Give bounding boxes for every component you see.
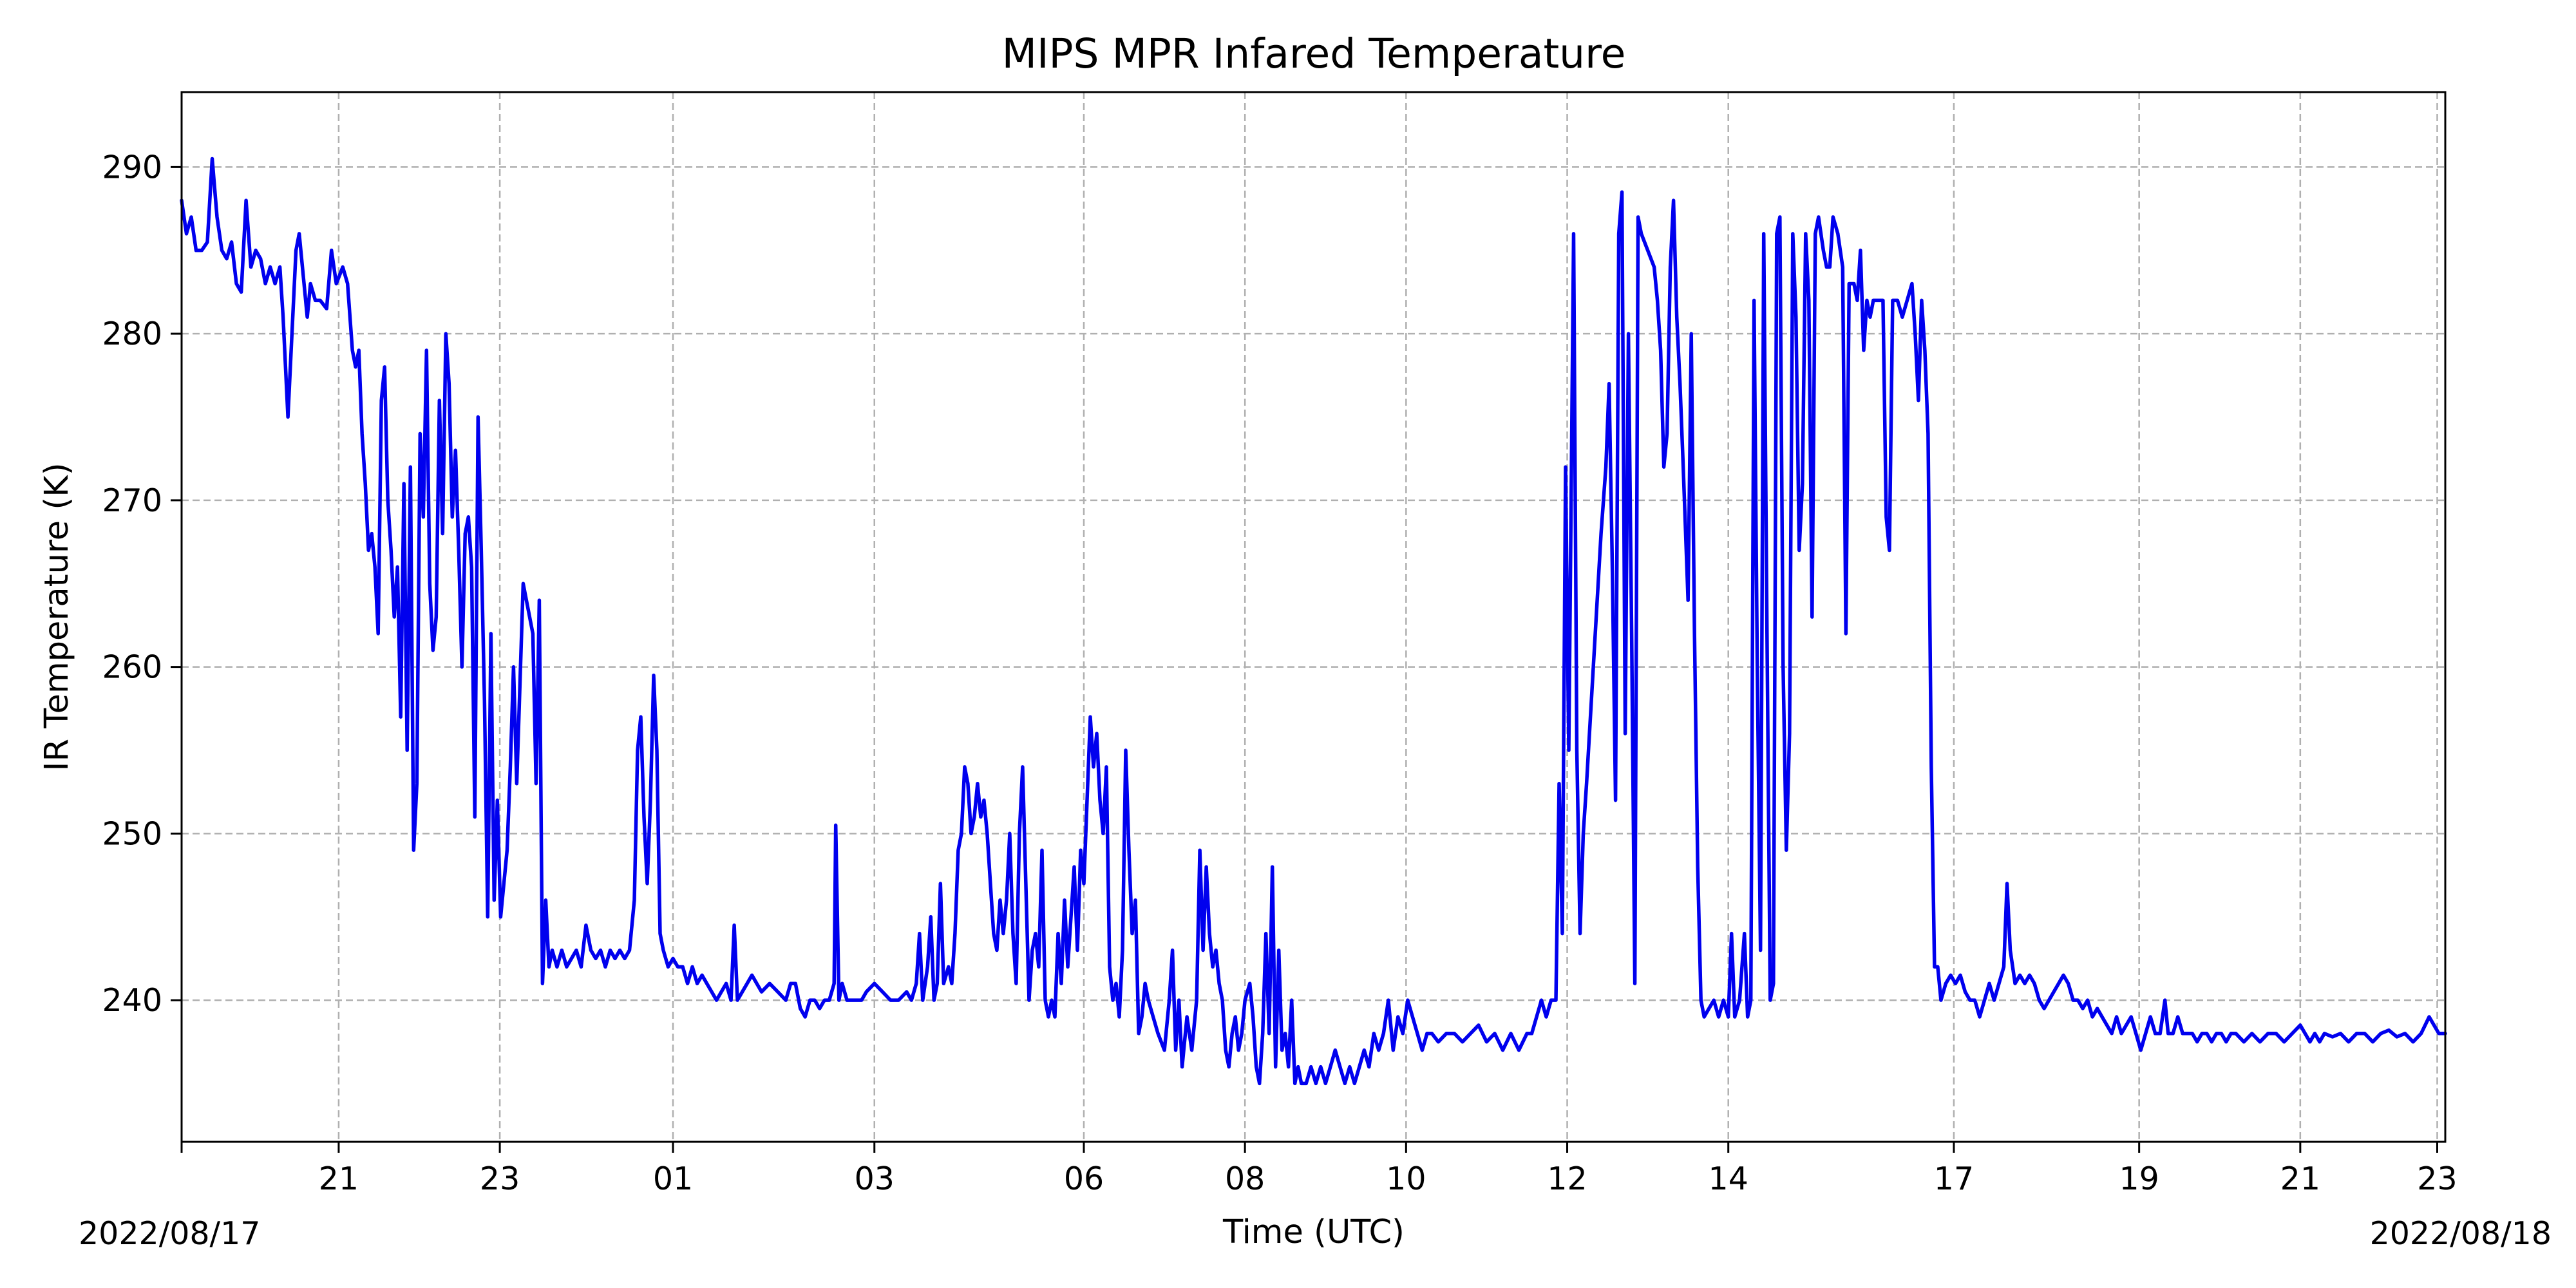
x-axis-label: Time (UTC) [1222,1213,1405,1251]
y-axis-label: IR Temperature (K) [38,462,76,771]
y-tick-label: 250 [102,815,162,852]
x-tick-label: 08 [1225,1160,1265,1197]
x-tick-label: 21 [319,1160,359,1197]
series-group [180,156,2447,1086]
x-tick-label: 01 [653,1160,693,1197]
x-tick-label: 14 [1709,1160,1748,1197]
y-tick-label: 290 [102,149,162,185]
x-axis-ticks: 21 23 01 03 06 08 10 12 14 17 19 21 23 [180,1142,2458,1197]
y-tick-label: 240 [102,982,162,1019]
y-axis-ticks: 240 250 260 270 280 290 [102,149,182,1019]
x-tick-label: 10 [1386,1160,1426,1197]
x-tick-label: 19 [2119,1160,2159,1197]
x-tick-label: 03 [855,1160,895,1197]
y-tick-label: 260 [102,649,162,686]
x-tick-label: 23 [2417,1160,2457,1197]
plot-frame [180,91,2447,1143]
start-date-label: 2022/08/17 [79,1215,260,1252]
series-line [180,156,2447,1086]
end-date-label: 2022/08/18 [2370,1215,2552,1252]
y-tick-label: 280 [102,316,162,352]
x-tick-label: 17 [1934,1160,1974,1197]
grid-lines [182,92,2445,1142]
x-tick-label: 06 [1064,1160,1104,1197]
y-tick-label: 270 [102,482,162,519]
x-tick-label: 21 [2280,1160,2320,1197]
x-tick-label: 23 [480,1160,520,1197]
chart-title: MIPS MPR Infared Temperature [1002,30,1626,77]
x-tick-label: 12 [1547,1160,1587,1197]
